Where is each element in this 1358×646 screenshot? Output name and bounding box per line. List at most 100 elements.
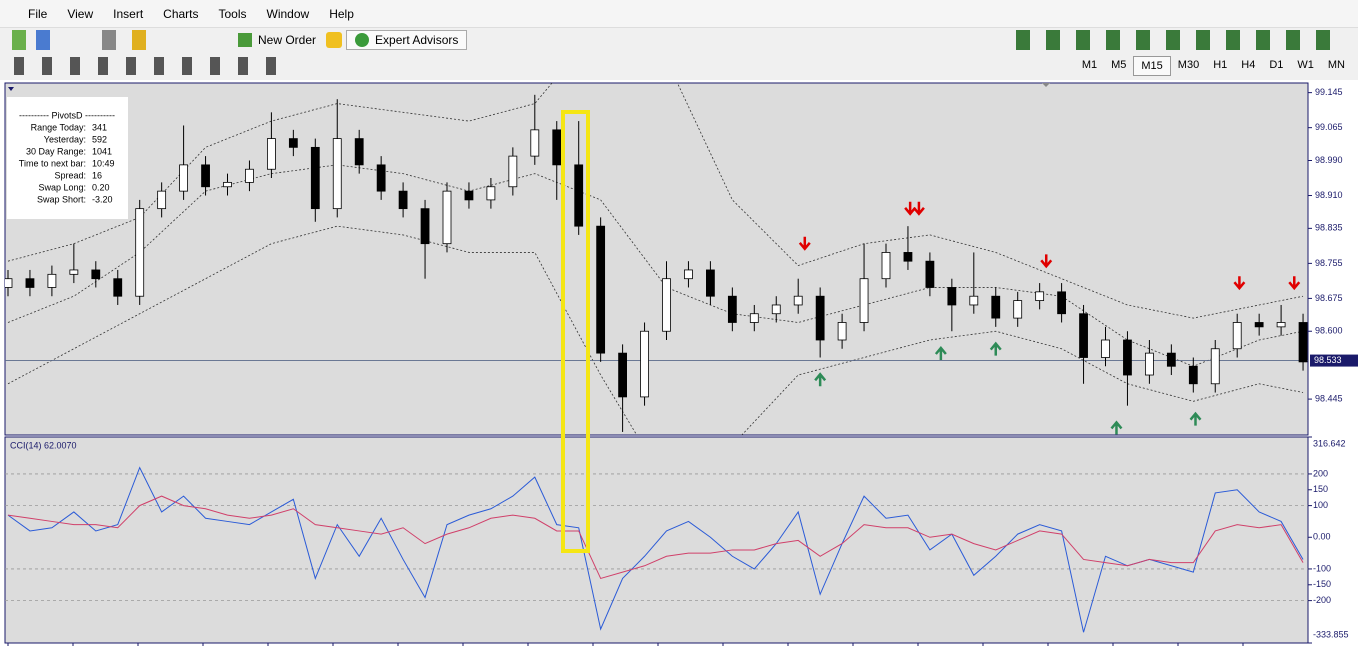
candle-body [1254,322,1264,328]
timeframe-button[interactable]: H4 [1241,58,1256,71]
candle-body [1057,291,1066,315]
candle-body [288,138,298,148]
candle-body [793,295,803,306]
timeframe-button[interactable]: MN [1327,58,1345,71]
timeframe-button[interactable]: M30 [1177,58,1200,71]
menu-item[interactable]: Tools [218,6,247,21]
sell-arrow [912,201,925,216]
candle-body [1276,322,1286,328]
price-pane [4,82,1309,436]
candle-body [684,269,693,280]
panel-value: 16 [92,170,102,180]
candle-body [332,138,342,210]
chart-toolbar-icons[interactable] [1016,30,1346,50]
button-label: New Order [258,33,317,47]
bollinger-lower [7,225,1304,435]
y-tick-label: 98.445 [1315,393,1343,403]
y-tick-label: 99.065 [1315,122,1343,132]
panel-label: Swap Short: [37,194,86,204]
highlight-box [561,110,590,553]
candle-body [201,164,210,188]
candle-body [574,164,584,227]
candle-body [1298,322,1308,363]
menu-item[interactable]: Window [266,6,310,21]
candle-body [310,146,320,210]
drawing-toolbar: M1 M5 M15 M30 H1 H4 D1 W1 MN [0,53,1358,78]
candle-body [991,295,1001,319]
candle-body [618,352,627,398]
y-tick-label: 0.00 [1313,532,1331,542]
panel-value: 592 [92,134,107,144]
y-tick-label: 99.145 [1315,87,1343,97]
timeframe-button[interactable]: M15 [1133,55,1171,76]
menu-item[interactable]: File [28,6,48,21]
menu-item[interactable]: Charts [163,6,199,21]
sell-arrow [1233,276,1246,291]
menu-item[interactable]: Help [329,6,354,21]
menu-item[interactable]: View [67,6,94,21]
candle-body [508,155,518,188]
panel-title: ---------- PivotsD ---------- [19,110,115,120]
buy-arrow [934,346,947,360]
candle-body [1166,352,1176,367]
candle-body [662,278,671,332]
expert-advisors-button[interactable]: Expert Advisors [346,30,468,50]
shift-marker [1042,83,1050,87]
panel-value: -3.20 [92,194,113,204]
candle-body [69,269,79,275]
panel-value: 0.20 [92,182,110,192]
buy-arrow [989,341,1002,356]
candle-body [47,273,57,288]
y-tick-label: 100 [1313,500,1328,510]
panel-value: 1041 [92,146,112,156]
candle-body [881,252,891,280]
buy-arrow [1110,420,1123,435]
cci-line [7,495,1304,580]
candle-body [398,190,408,210]
candle-body [771,304,781,315]
toolbar-icons[interactable] [12,30,232,50]
menu-item[interactable]: Insert [113,6,144,21]
panel-label: Swap Long: [38,182,86,192]
candle-body [376,164,386,192]
y-tick-label: 98.755 [1315,258,1343,268]
candle-body [1232,322,1242,350]
pane-menu-arrow[interactable] [8,87,14,91]
candle-body [486,186,496,201]
candle-body [223,181,232,188]
timeframe-button[interactable]: H1 [1213,58,1228,71]
candle-body [25,278,35,288]
panel-label: Spread: [54,170,86,180]
candle-body [530,129,540,157]
autotrading-icon[interactable] [326,32,343,48]
panel-label: 30 Day Range: [26,146,86,156]
candle-body [903,252,913,262]
timeframe-button[interactable]: M1 [1081,58,1098,71]
cci-pane [4,436,1309,644]
standard-toolbar: New Order Expert Advisors [0,28,1358,52]
sell-arrow [904,201,917,216]
timeframe-button[interactable]: W1 [1297,58,1314,71]
timeframe-button[interactable]: D1 [1269,58,1284,71]
panel-value: 10:49 [92,158,115,168]
candle-body [5,278,13,288]
candle-body [1123,339,1132,376]
timeframe-button[interactable]: M5 [1111,58,1127,71]
candle-body [464,190,474,201]
y-tick-label: 98.600 [1315,326,1343,336]
y-tick-label: 150 [1313,484,1328,494]
panel-label: Range Today: [31,122,86,132]
panel-label: Time to next bar: [19,158,86,168]
y-tick-label: 98.835 [1315,223,1343,233]
info-panel [7,97,128,219]
y-tick-label: -100 [1313,563,1331,573]
candle-body [354,138,364,166]
drawing-tools[interactable] [14,56,294,75]
candle-body [1145,352,1154,376]
candle-body [113,278,123,297]
candle-body [266,138,276,170]
buy-arrow [814,372,827,387]
candle-body [727,295,737,323]
new-order-button[interactable]: New Order [232,31,322,49]
